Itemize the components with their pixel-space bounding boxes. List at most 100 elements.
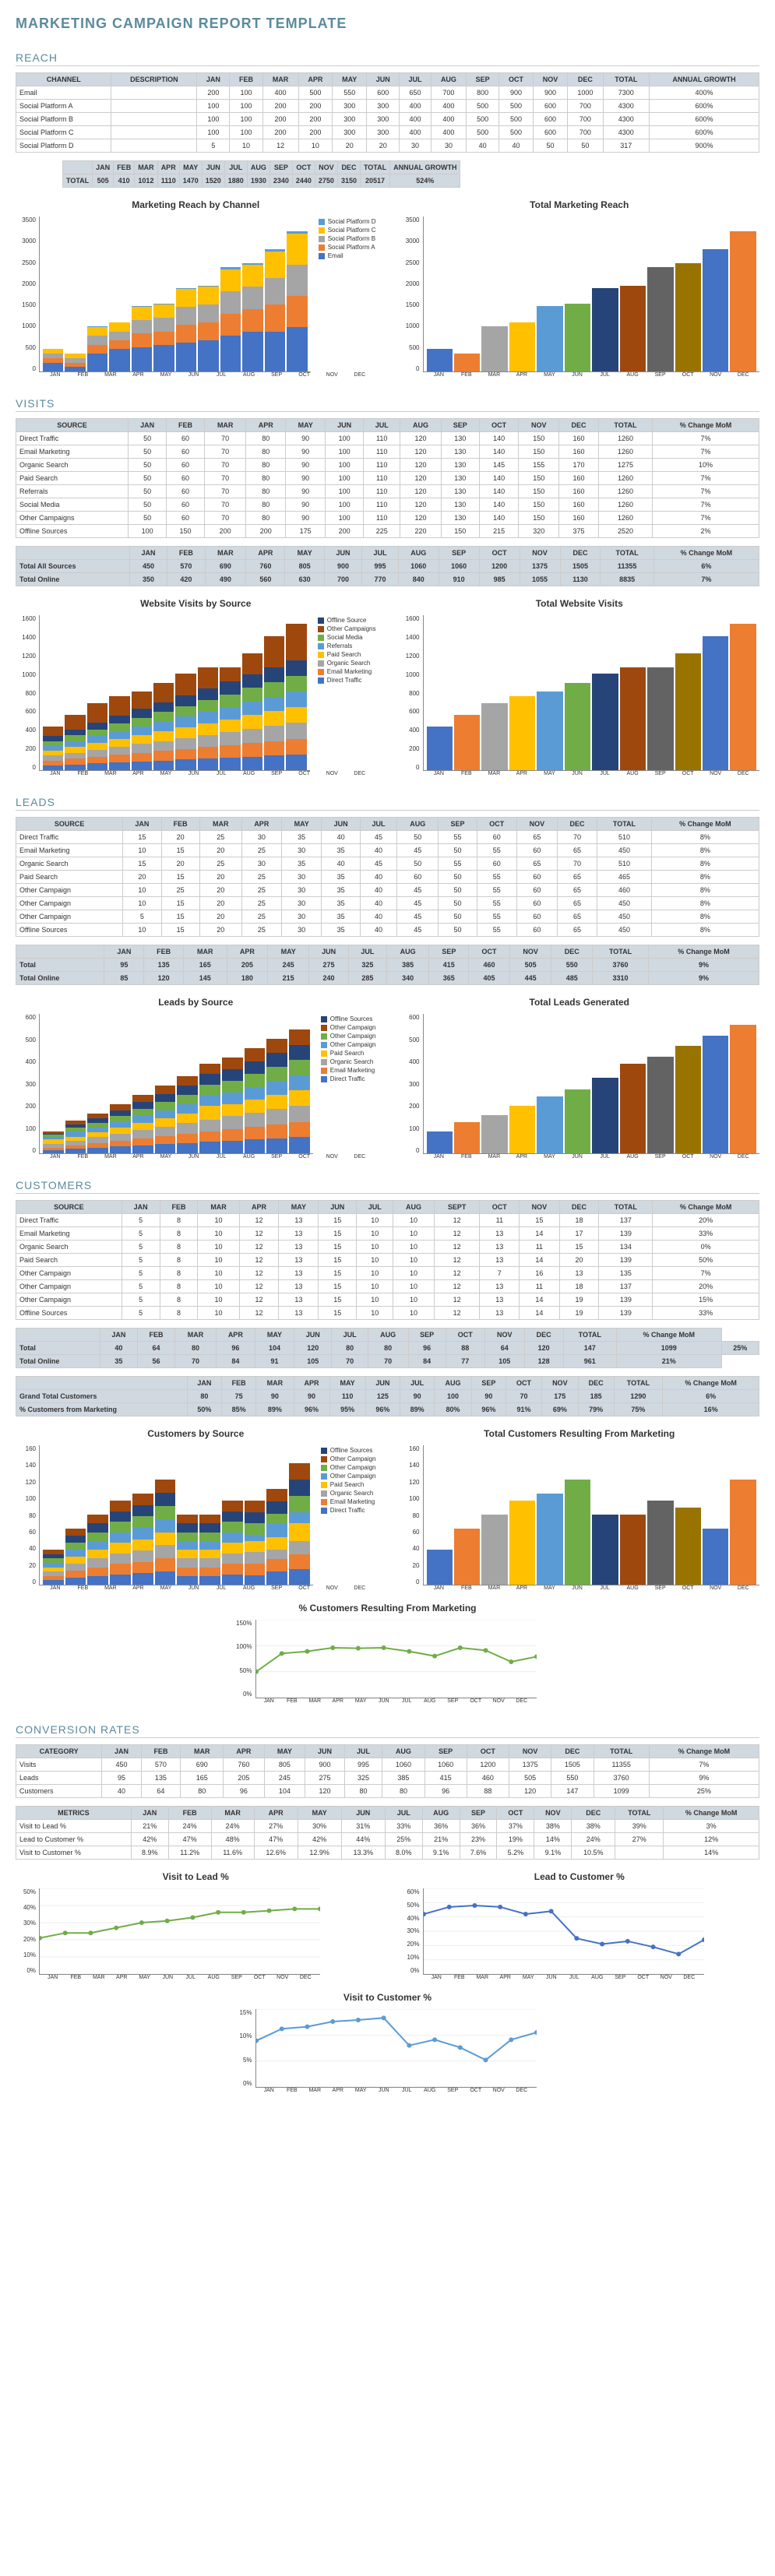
bar-segment — [245, 1139, 266, 1153]
cell: 500 — [467, 126, 499, 139]
col-header: SEP — [424, 1745, 467, 1758]
bar-segment — [87, 1558, 108, 1567]
bar-segment — [199, 1074, 220, 1085]
bar-segment — [199, 1120, 220, 1131]
cell: 80 — [382, 1785, 424, 1798]
bar-segment — [177, 1123, 198, 1134]
bar-segment — [220, 336, 241, 371]
cell: 110 — [364, 498, 400, 512]
col-header: TOTAL — [603, 73, 650, 86]
bar-segment — [287, 327, 307, 371]
cell: 10 — [198, 1267, 239, 1280]
cell: 90 — [286, 498, 326, 512]
conversion-table: CATEGORYJANFEBMARAPRMAYJUNJULAUGSEPOCTNO… — [16, 1744, 759, 1798]
cell: 5 — [122, 1227, 160, 1240]
bar-group — [198, 667, 218, 771]
bar-segment — [245, 1087, 266, 1100]
cell: 150 — [519, 512, 559, 525]
bar — [537, 1096, 562, 1154]
cell: 25 — [241, 924, 281, 937]
cell: 320 — [519, 525, 559, 538]
col-header: APR — [239, 1201, 279, 1214]
bar-segment — [153, 683, 174, 702]
bar-segment — [265, 332, 285, 371]
cell: 80 — [344, 1785, 382, 1798]
bar-segment — [155, 1127, 176, 1136]
cell: 13 — [480, 1293, 520, 1307]
cell: 20 — [333, 139, 367, 153]
bar-segment — [65, 741, 85, 748]
bar-segment — [155, 1110, 176, 1119]
row-label: Paid Search — [16, 472, 129, 485]
legend-item: Offline Sources — [321, 1447, 376, 1454]
bar-segment — [109, 762, 129, 770]
col-header: NOV — [519, 419, 559, 432]
customers-grand: JANFEBMARAPRMAYJUNJULAUGSEPOCTNOVDECTOTA… — [16, 1376, 759, 1416]
chart-title: Website Visits by Source — [16, 598, 376, 609]
cell: 20 — [199, 844, 241, 857]
cell: 11 — [520, 1280, 560, 1293]
cell: 10 — [357, 1240, 393, 1254]
cell: 50 — [129, 498, 167, 512]
col-header: CATEGORY — [16, 1745, 102, 1758]
bar-segment — [242, 674, 262, 688]
cell: 13 — [279, 1227, 319, 1240]
cell: 40 — [322, 831, 360, 844]
bar-segment — [266, 1571, 287, 1585]
cell: 7 — [480, 1267, 520, 1280]
row-label: Social Media — [16, 498, 129, 512]
col-header: JUN — [305, 1745, 344, 1758]
cell: 45 — [360, 831, 397, 844]
bar-segment — [155, 1533, 176, 1546]
legend-item: Direct Traffic — [318, 677, 376, 684]
col-header: FEB — [141, 1745, 180, 1758]
bar-segment — [199, 1558, 220, 1567]
cell: 10 — [198, 1254, 239, 1267]
bar-segment — [132, 762, 152, 770]
cell: 120 — [400, 485, 442, 498]
bar-segment — [222, 1575, 243, 1585]
bar-segment — [132, 1516, 153, 1528]
customers-chart-total: Total Customers Resulting From Marketing… — [400, 1428, 760, 1591]
cell: 200 — [197, 86, 230, 100]
bar — [509, 1106, 535, 1154]
col-header: SOURCE — [16, 1201, 122, 1214]
col-header: % Change MoM — [651, 818, 759, 831]
bar-segment — [287, 296, 307, 327]
cell: 500 — [499, 126, 534, 139]
col-header: DEC — [551, 1745, 594, 1758]
bar — [509, 322, 535, 371]
cell: 13 — [480, 1280, 520, 1293]
legend-item: Email — [319, 252, 376, 259]
cell: 300 — [367, 100, 400, 113]
cell: 20 — [199, 897, 241, 910]
cell: 100 — [197, 113, 230, 126]
legend-item: Direct Traffic — [321, 1507, 376, 1514]
cell: 45 — [397, 910, 439, 924]
cell: 60 — [516, 910, 557, 924]
legend-item: Social Platform A — [319, 244, 376, 251]
col-header: DEC — [557, 818, 597, 831]
cell: 15 — [161, 897, 199, 910]
cell: 100 — [230, 126, 262, 139]
cell: 35 — [322, 897, 360, 910]
chg-cell: 33% — [653, 1227, 759, 1240]
leads-chart-stacked: Leads by Source6005004003002001000Offlin… — [16, 997, 376, 1160]
cell: 60 — [167, 459, 205, 472]
bar-segment — [155, 1558, 176, 1571]
total-cell: 1260 — [598, 498, 652, 512]
bar-group — [266, 1039, 287, 1153]
cell: 100 — [326, 445, 364, 459]
total-cell: 1260 — [598, 512, 652, 525]
legend-item: Organic Search — [321, 1490, 376, 1497]
col-header: JUL — [360, 818, 397, 831]
chg-cell: 8% — [651, 924, 759, 937]
cell: 300 — [333, 113, 367, 126]
col-header: APR — [241, 818, 281, 831]
bar-segment — [199, 1131, 220, 1142]
bar-group — [242, 653, 262, 770]
row-label: Other Campaign — [16, 1280, 122, 1293]
bar-segment — [199, 1541, 220, 1550]
cell: 10 — [298, 139, 333, 153]
bar-segment — [289, 1554, 310, 1569]
